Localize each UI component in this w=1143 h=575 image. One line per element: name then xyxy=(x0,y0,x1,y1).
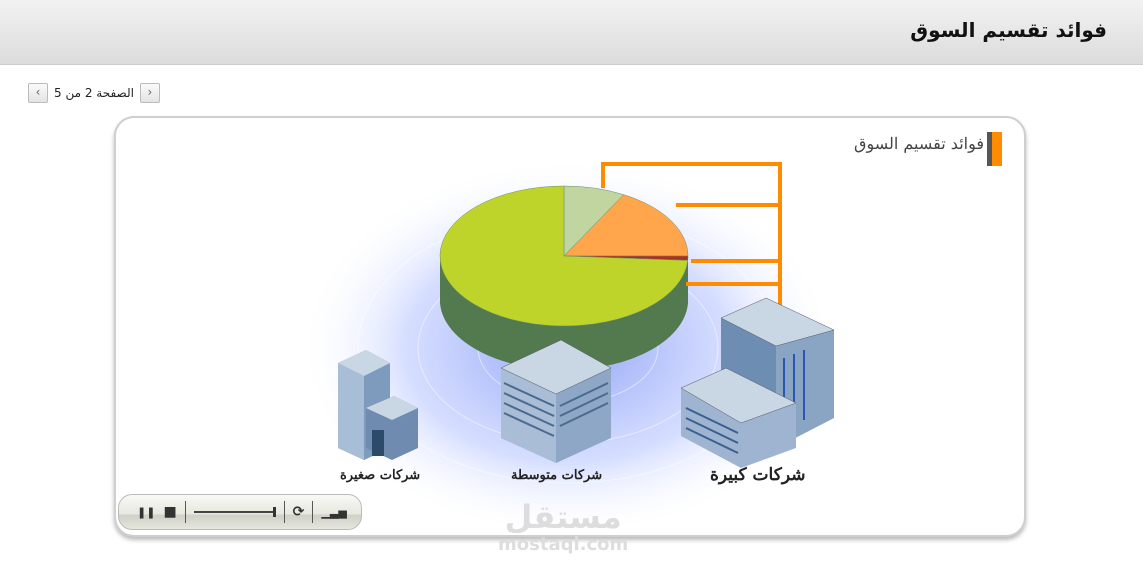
stop-button[interactable]: ■ xyxy=(163,504,177,520)
divider xyxy=(283,501,285,523)
slide-frame: فوائد تقسيم السوق xyxy=(114,116,1026,537)
divider xyxy=(312,501,314,523)
watermark: مستقل mostaql.com xyxy=(498,500,628,555)
label-small-companies: شركات صغيرة xyxy=(340,468,421,483)
small-company-building xyxy=(338,350,418,460)
connector-lines xyxy=(601,162,782,328)
pie-chart xyxy=(439,185,689,370)
media-player-controls: ❚❚ ■ ⟳ ▁▃▅ xyxy=(118,494,362,530)
medium-company-building xyxy=(500,339,612,463)
pager: ‹ الصفحة 2 من 5 › xyxy=(28,83,160,103)
divider xyxy=(184,501,186,523)
prev-page-button[interactable]: ‹ xyxy=(28,83,48,103)
chevron-right-icon: › xyxy=(147,85,153,99)
seek-handle[interactable] xyxy=(272,507,276,517)
label-medium-companies: شركات متوسطة xyxy=(511,468,603,483)
label-large-companies: شركات كبيرة xyxy=(710,465,806,485)
next-page-button[interactable]: › xyxy=(139,83,160,103)
replay-button[interactable]: ⟳ xyxy=(292,504,305,520)
slide-title: فوائد تقسيم السوق xyxy=(854,134,984,153)
pie-slice-3 xyxy=(439,185,689,327)
page-indicator: الصفحة 2 من 5 xyxy=(54,86,134,100)
watermark-latin: mostaql.com xyxy=(498,534,629,555)
slide-illustration xyxy=(298,158,838,535)
title-accent-bar xyxy=(987,132,1002,166)
chevron-left-icon: ‹ xyxy=(35,85,41,99)
pie-slice-1 xyxy=(563,194,689,257)
seek-slider[interactable] xyxy=(193,507,276,517)
large-company-building xyxy=(680,297,835,468)
watermark-arabic: مستقل xyxy=(504,498,622,536)
page-title: فوائد تقسيم السوق xyxy=(910,18,1107,42)
pause-button[interactable]: ❚❚ xyxy=(137,505,156,519)
volume-button[interactable]: ▁▃▅ xyxy=(321,505,347,519)
header-bar: فوائد تقسيم السوق xyxy=(0,0,1143,65)
